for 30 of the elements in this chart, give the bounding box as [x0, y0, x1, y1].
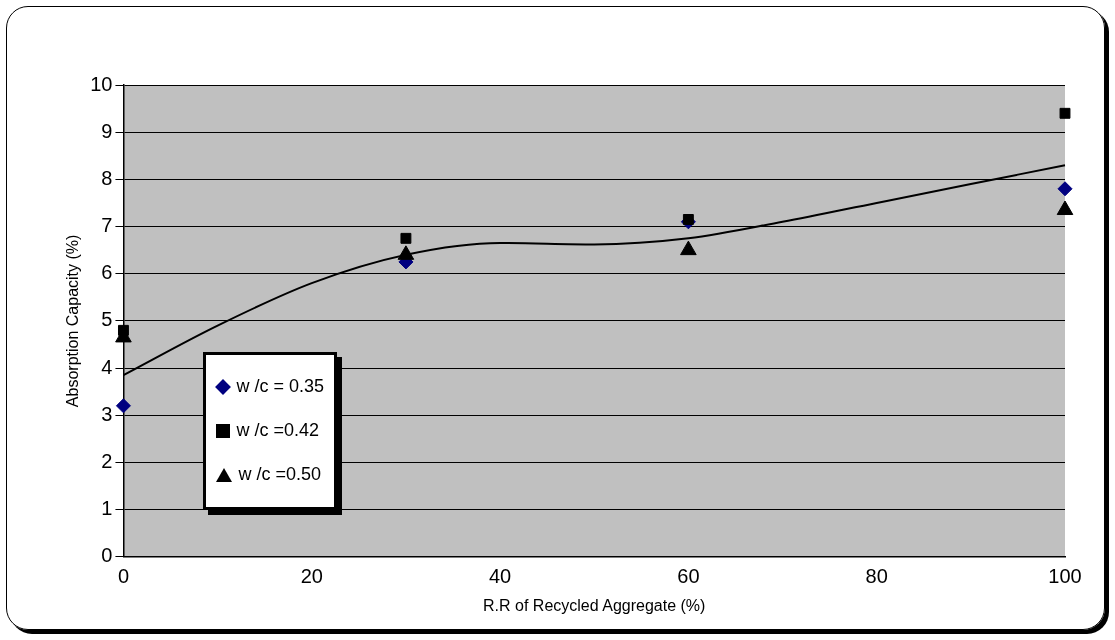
point: [680, 240, 697, 256]
y-tick-label: 5: [101, 308, 113, 331]
y-tick-label: 10: [90, 72, 113, 95]
point: [397, 245, 415, 260]
legend-label: w /c =0.42: [236, 420, 320, 442]
x-axis-title: R.R of Recycled Aggregate (%): [483, 596, 706, 614]
y-axis-title: Absorption Capacity (%): [64, 234, 82, 408]
y-tick-label: 7: [101, 214, 113, 237]
point: [682, 214, 694, 225]
point: [115, 398, 131, 414]
x-tick-label: 20: [300, 565, 323, 588]
point: [1057, 181, 1073, 197]
y-tick-label: 8: [101, 166, 113, 189]
x-tick-label: 40: [488, 565, 512, 588]
x-tick-label: 80: [865, 565, 888, 588]
y-tick-label: 9: [101, 119, 113, 142]
x-tick-label: 100: [1048, 565, 1082, 588]
legend-label: w /c =0.50: [238, 464, 322, 486]
y-tick-label: 4: [101, 355, 113, 378]
x-tick-label: 0: [117, 565, 130, 588]
y-tick-label: 6: [101, 261, 113, 284]
point: [1056, 200, 1074, 216]
point: [400, 232, 412, 244]
legend-label: w /c = 0.35: [236, 376, 325, 398]
y-tick-label: 3: [101, 402, 113, 425]
point: [1059, 107, 1071, 119]
x-tick-label: 60: [677, 565, 700, 588]
y-tick-label: 2: [101, 449, 113, 472]
y-tick-label: 1: [101, 497, 113, 520]
y-tick-label: 0: [101, 544, 113, 567]
